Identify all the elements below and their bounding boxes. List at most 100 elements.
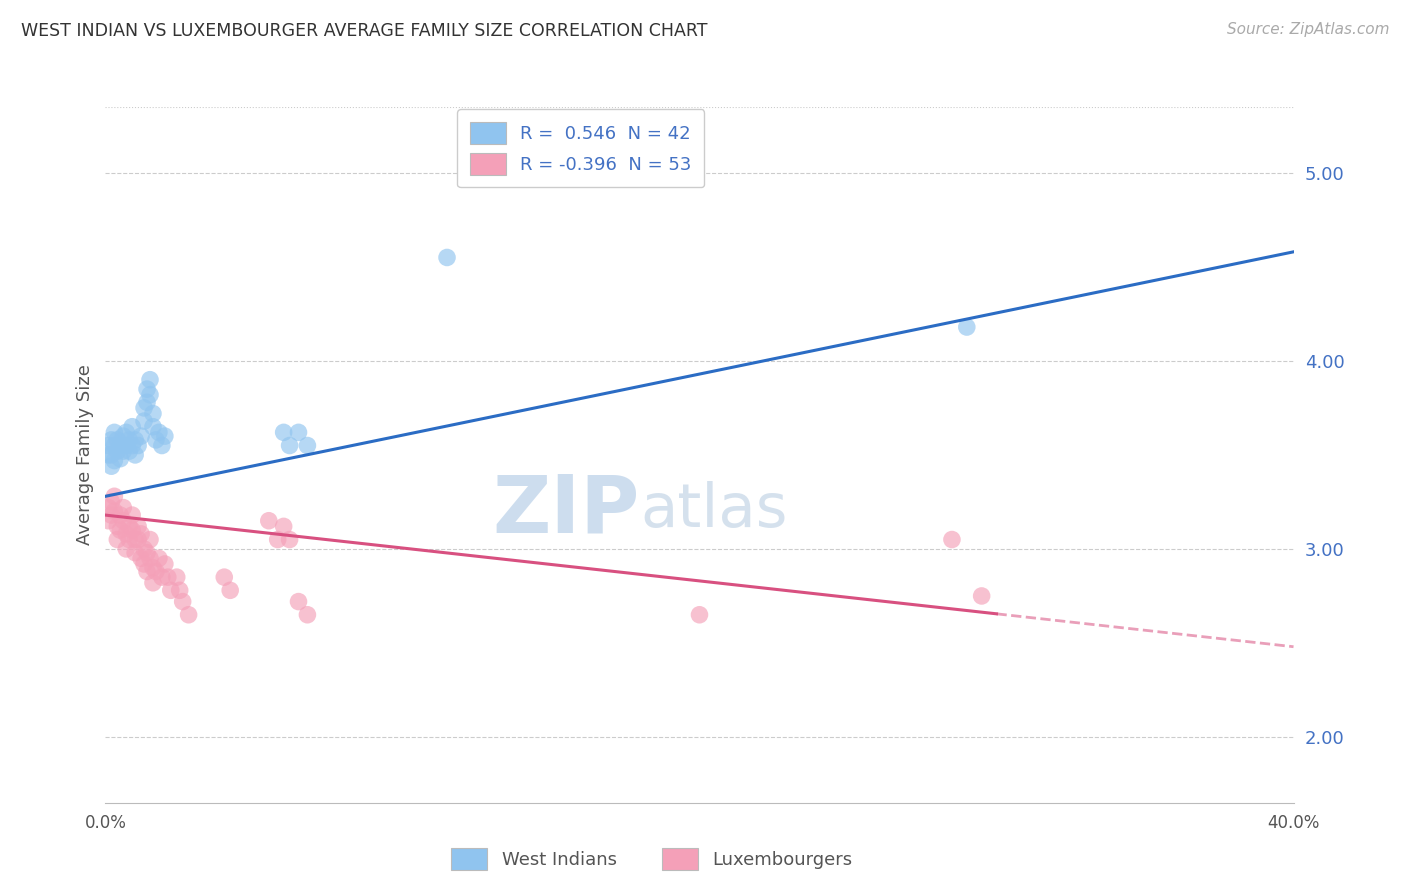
Point bbox=[159, 583, 181, 598]
Point bbox=[124, 448, 146, 462]
Point bbox=[105, 533, 128, 547]
Point bbox=[97, 448, 120, 462]
Point bbox=[121, 523, 143, 537]
Point bbox=[97, 438, 120, 452]
Text: ZIP: ZIP bbox=[494, 472, 640, 549]
Point bbox=[100, 433, 122, 447]
Point bbox=[124, 546, 146, 560]
Point bbox=[297, 607, 319, 622]
Point bbox=[273, 519, 295, 533]
Point bbox=[142, 575, 165, 590]
Point bbox=[97, 500, 120, 515]
Point bbox=[97, 514, 120, 528]
Point bbox=[129, 429, 152, 443]
Point bbox=[267, 533, 290, 547]
Point bbox=[139, 373, 162, 387]
Point bbox=[103, 425, 125, 440]
Point bbox=[110, 508, 132, 522]
Point bbox=[142, 560, 165, 574]
Point bbox=[100, 495, 122, 509]
Point bbox=[156, 570, 179, 584]
Point bbox=[214, 570, 236, 584]
Point bbox=[150, 570, 173, 584]
Point bbox=[127, 519, 149, 533]
Point bbox=[132, 557, 155, 571]
Point bbox=[100, 508, 122, 522]
Text: WEST INDIAN VS LUXEMBOURGER AVERAGE FAMILY SIZE CORRELATION CHART: WEST INDIAN VS LUXEMBOURGER AVERAGE FAMI… bbox=[21, 22, 707, 40]
Point bbox=[136, 546, 159, 560]
Point bbox=[110, 523, 132, 537]
Point bbox=[956, 320, 979, 334]
Text: atlas: atlas bbox=[640, 481, 787, 540]
Point bbox=[132, 541, 155, 556]
Point bbox=[172, 594, 194, 608]
Point bbox=[112, 500, 135, 515]
Point bbox=[105, 519, 128, 533]
Point bbox=[169, 583, 191, 598]
Point bbox=[124, 433, 146, 447]
Point bbox=[139, 551, 162, 566]
Point bbox=[136, 395, 159, 409]
Point bbox=[153, 429, 176, 443]
Point bbox=[100, 448, 122, 462]
Point bbox=[941, 533, 963, 547]
Point bbox=[177, 607, 200, 622]
Point bbox=[112, 444, 135, 458]
Point bbox=[148, 551, 170, 566]
Point bbox=[121, 419, 143, 434]
Point bbox=[278, 533, 301, 547]
Point bbox=[287, 425, 309, 440]
Point bbox=[118, 433, 141, 447]
Point bbox=[278, 438, 301, 452]
Point bbox=[112, 514, 135, 528]
Point bbox=[145, 565, 167, 579]
Point bbox=[139, 388, 162, 402]
Point bbox=[257, 514, 280, 528]
Point bbox=[127, 533, 149, 547]
Point bbox=[115, 527, 138, 541]
Point bbox=[105, 444, 128, 458]
Point bbox=[153, 557, 176, 571]
Point bbox=[127, 438, 149, 452]
Point bbox=[689, 607, 711, 622]
Text: Source: ZipAtlas.com: Source: ZipAtlas.com bbox=[1226, 22, 1389, 37]
Legend: West Indians, Luxembourgers: West Indians, Luxembourgers bbox=[444, 841, 860, 877]
Point bbox=[115, 541, 138, 556]
Y-axis label: Average Family Size: Average Family Size bbox=[76, 365, 94, 545]
Point bbox=[112, 429, 135, 443]
Point bbox=[129, 527, 152, 541]
Point bbox=[145, 433, 167, 447]
Point bbox=[139, 533, 162, 547]
Point bbox=[105, 433, 128, 447]
Point bbox=[115, 425, 138, 440]
Point bbox=[103, 438, 125, 452]
Point bbox=[166, 570, 188, 584]
Point bbox=[129, 551, 152, 566]
Point bbox=[297, 438, 319, 452]
Point bbox=[148, 425, 170, 440]
Point bbox=[142, 407, 165, 421]
Point bbox=[118, 444, 141, 458]
Point bbox=[110, 438, 132, 452]
Point bbox=[103, 489, 125, 503]
Point bbox=[136, 382, 159, 396]
Point bbox=[436, 251, 458, 265]
Point bbox=[103, 453, 125, 467]
Point bbox=[115, 438, 138, 452]
Point bbox=[970, 589, 993, 603]
Point bbox=[118, 519, 141, 533]
Point bbox=[273, 425, 295, 440]
Point bbox=[100, 459, 122, 474]
Point bbox=[150, 438, 173, 452]
Point bbox=[121, 508, 143, 522]
Point bbox=[110, 451, 132, 466]
Point bbox=[132, 401, 155, 415]
Point bbox=[219, 583, 242, 598]
Point bbox=[121, 438, 143, 452]
Point bbox=[287, 594, 309, 608]
Point bbox=[124, 533, 146, 547]
Point bbox=[142, 419, 165, 434]
Point bbox=[103, 504, 125, 518]
Point bbox=[132, 414, 155, 428]
Point bbox=[118, 533, 141, 547]
